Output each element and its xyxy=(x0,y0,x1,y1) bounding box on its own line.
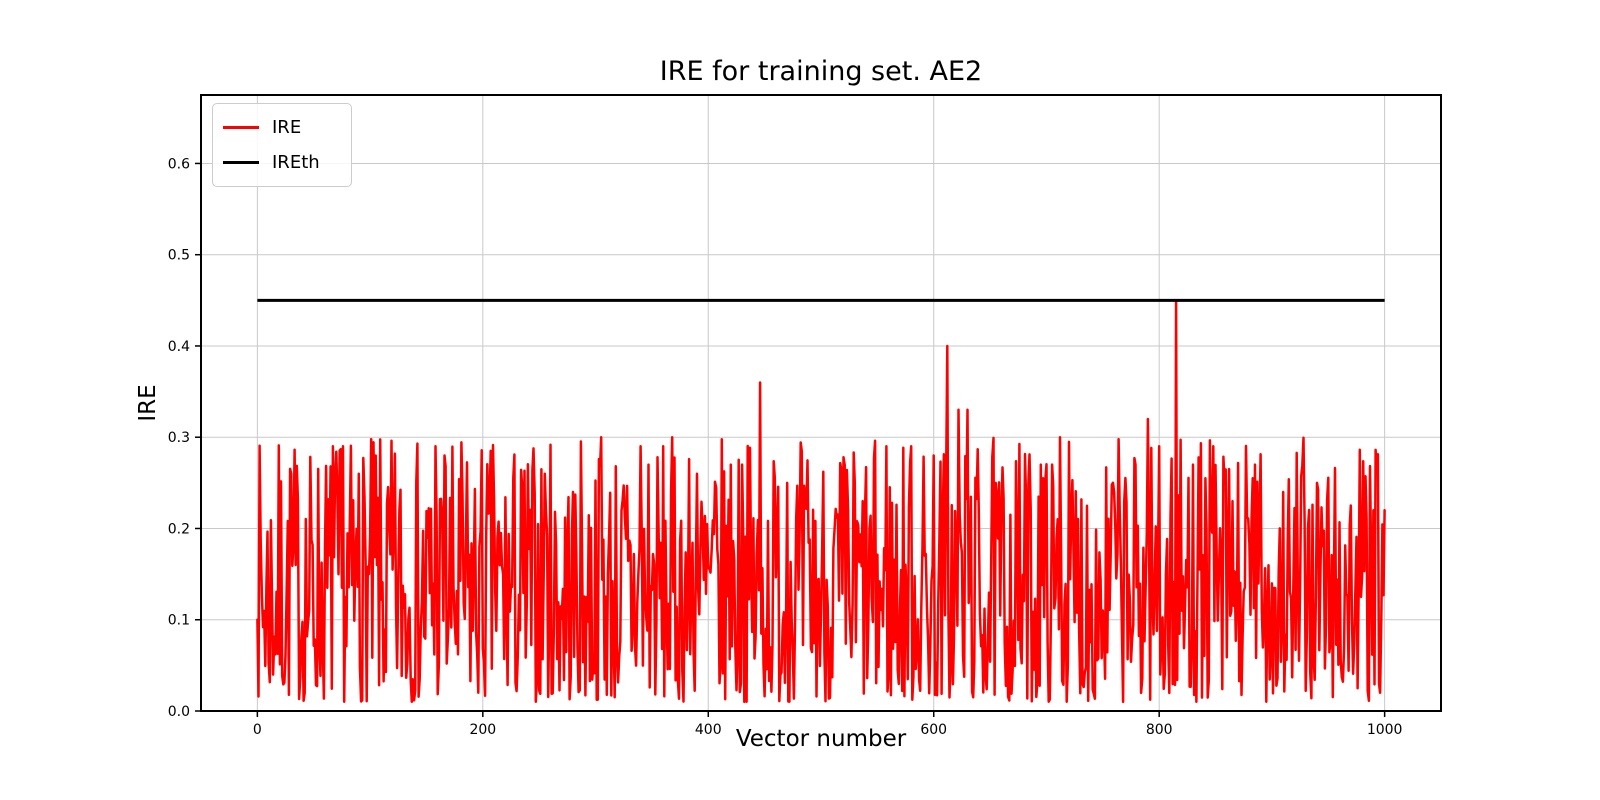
y-tick-label: 0.6 xyxy=(168,156,190,172)
y-tick-label: 0.5 xyxy=(168,248,190,264)
legend-item-ireth: IREth xyxy=(223,151,341,173)
x-tick-label: 0 xyxy=(253,722,262,738)
legend-item-ire: IRE xyxy=(223,116,341,138)
y-tick-label: 0.0 xyxy=(168,704,190,720)
y-tick-label: 0.1 xyxy=(168,613,190,629)
legend-line-sample-ireth xyxy=(223,161,259,164)
plot-frame xyxy=(200,94,1442,712)
legend: IRE IREth xyxy=(212,103,352,187)
x-axis-label: Vector number xyxy=(735,726,907,752)
x-tick-label: 600 xyxy=(920,722,947,738)
legend-label-ireth: IREth xyxy=(272,151,320,173)
y-tick-label: 0.2 xyxy=(168,521,190,537)
y-tick-label: 0.4 xyxy=(168,339,190,355)
legend-label-ire: IRE xyxy=(272,116,302,138)
legend-line-sample-ire xyxy=(223,126,259,129)
y-axis-label: IRE xyxy=(135,384,161,422)
x-tick-label: 400 xyxy=(695,722,722,738)
x-tick-label: 200 xyxy=(469,722,496,738)
x-tick-label: 800 xyxy=(1146,722,1173,738)
x-tick-label: 1000 xyxy=(1367,722,1403,738)
chart-title: IRE for training set. AE2 xyxy=(659,56,983,87)
series-ire xyxy=(256,299,1386,704)
y-tick-label: 0.3 xyxy=(168,430,190,446)
